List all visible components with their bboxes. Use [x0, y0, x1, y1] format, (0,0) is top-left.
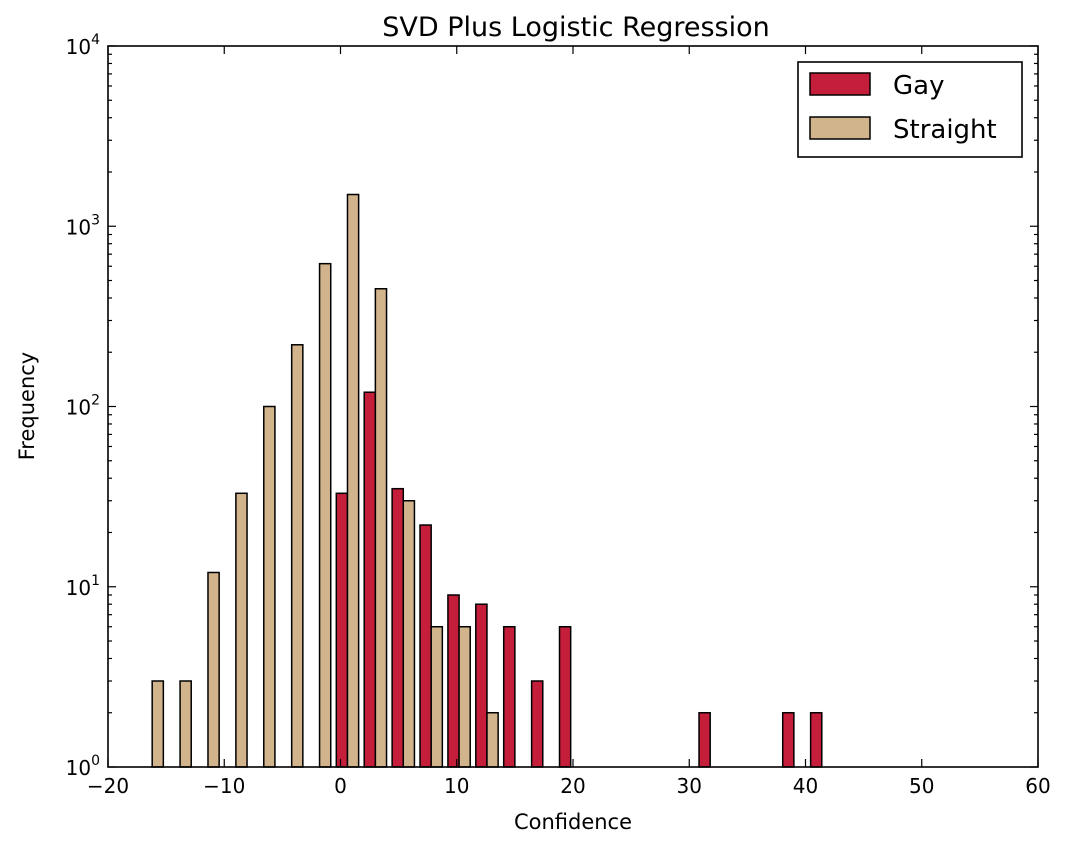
bar-gay-10	[391, 487, 405, 768]
bar-gay-15	[530, 680, 544, 768]
x-tick-label-0: −20	[87, 774, 129, 798]
bars-layer	[151, 193, 823, 768]
legend-label-gay: Gay	[893, 71, 944, 101]
bar-straight-13	[486, 711, 499, 768]
bar-gay-11	[419, 524, 432, 768]
bar-straight-2	[179, 680, 192, 768]
bar-straight-11	[430, 625, 444, 768]
tick-labels-layer: −20 −10 0 10 20 30 40 50 60 100 101 102 103 104	[66, 32, 1051, 798]
bar-gay-25	[809, 711, 823, 768]
x-tick-label-5: 30	[677, 774, 702, 798]
y-tick-label-2: 102	[66, 393, 100, 420]
y-tick-label-3: 103	[66, 212, 100, 239]
x-tick-label-8: 60	[1025, 774, 1050, 798]
y-tick-label-1: 101	[66, 573, 100, 600]
bar-gay-9	[363, 391, 377, 768]
ticks-layer	[107, 45, 1039, 768]
legend: Gay Straight	[797, 61, 1023, 158]
bar-gay-8	[335, 492, 349, 768]
x-tick-label-7: 50	[909, 774, 934, 798]
bar-straight-6	[290, 344, 304, 768]
chart-title: SVD Plus Logistic Regression	[382, 12, 770, 43]
bar-straight-5	[263, 405, 276, 768]
bar-gay-12	[447, 594, 460, 768]
y-axis-label: Frequency	[15, 352, 39, 461]
x-tick-label-4: 20	[560, 774, 585, 798]
x-axis-label: Confidence	[514, 810, 632, 834]
bar-straight-12	[458, 625, 471, 768]
legend-swatch-straight	[809, 116, 871, 140]
bar-straight-9	[374, 288, 388, 768]
x-tick-label-1: −10	[203, 774, 245, 798]
legend-label-straight: Straight	[893, 115, 997, 145]
y-tick-label-4: 104	[66, 32, 100, 59]
y-tick-label-0: 100	[66, 753, 100, 780]
bar-straight-8	[346, 193, 360, 768]
bar-gay-14	[502, 625, 516, 768]
x-tick-label-6: 40	[793, 774, 818, 798]
bar-straight-7	[318, 262, 332, 768]
bar-gay-13	[475, 603, 488, 768]
bar-straight-1	[151, 680, 165, 768]
bar-straight-3	[207, 571, 220, 768]
x-tick-label-2: 0	[334, 774, 347, 798]
bar-gay-16	[558, 625, 572, 768]
bar-straight-4	[235, 492, 248, 768]
x-tick-label-3: 10	[444, 774, 469, 798]
legend-swatch-gay	[809, 72, 871, 96]
bar-gay-24	[781, 711, 795, 768]
bar-straight-10	[402, 500, 416, 768]
bar-gay-21	[698, 711, 711, 768]
